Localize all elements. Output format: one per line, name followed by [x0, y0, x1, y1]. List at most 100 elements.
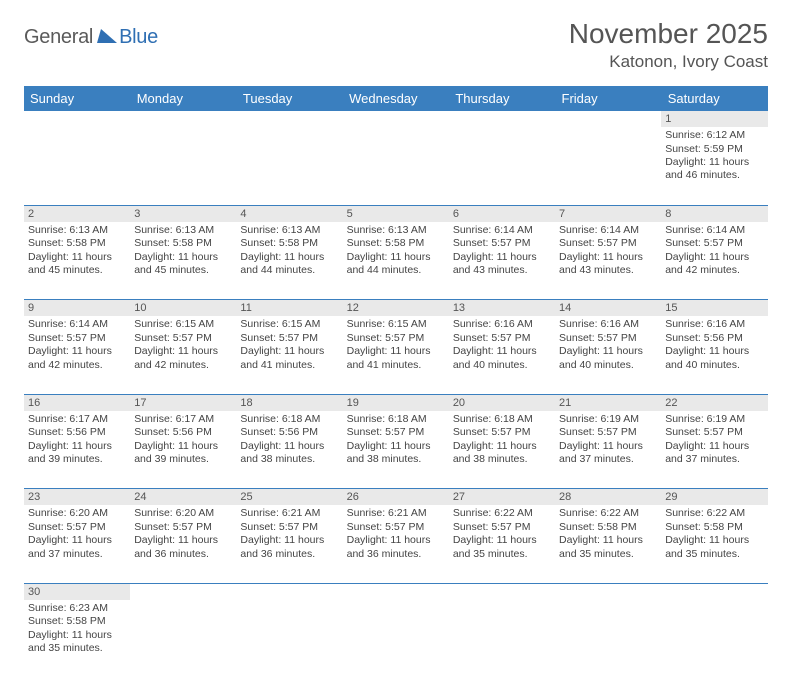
sunset-text: Sunset: 5:57 PM — [453, 426, 551, 439]
sunrise-text: Sunrise: 6:16 AM — [453, 318, 551, 331]
day-number-cell: 9 — [24, 300, 130, 317]
sunrise-text: Sunrise: 6:15 AM — [347, 318, 445, 331]
daylight-text: Daylight: 11 hours and 35 minutes. — [28, 629, 126, 656]
sunrise-text: Sunrise: 6:13 AM — [28, 224, 126, 237]
sunset-text: Sunset: 5:58 PM — [665, 521, 763, 534]
day-number-row: 2345678 — [24, 205, 768, 222]
sunset-text: Sunset: 5:57 PM — [28, 332, 126, 345]
day-number-cell: 8 — [661, 205, 767, 222]
day-number-cell: 11 — [236, 300, 342, 317]
day-number-cell — [130, 111, 236, 127]
day-number-cell: 17 — [130, 394, 236, 411]
day-content-row: Sunrise: 6:20 AMSunset: 5:57 PMDaylight:… — [24, 505, 768, 583]
sunset-text: Sunset: 5:57 PM — [559, 426, 657, 439]
day-number-cell — [236, 111, 342, 127]
day-number-cell — [555, 583, 661, 600]
day-number-cell: 4 — [236, 205, 342, 222]
day-content-cell: Sunrise: 6:22 AMSunset: 5:57 PMDaylight:… — [449, 505, 555, 583]
day-content-cell — [449, 127, 555, 205]
day-number-cell: 18 — [236, 394, 342, 411]
day-content-cell: Sunrise: 6:18 AMSunset: 5:57 PMDaylight:… — [343, 411, 449, 489]
weekday-header: Wednesday — [343, 86, 449, 111]
day-content-cell: Sunrise: 6:16 AMSunset: 5:56 PMDaylight:… — [661, 316, 767, 394]
day-content-cell: Sunrise: 6:13 AMSunset: 5:58 PMDaylight:… — [343, 222, 449, 300]
day-number-cell: 30 — [24, 583, 130, 600]
day-number-cell: 22 — [661, 394, 767, 411]
day-content-cell: Sunrise: 6:13 AMSunset: 5:58 PMDaylight:… — [236, 222, 342, 300]
daylight-text: Daylight: 11 hours and 40 minutes. — [665, 345, 763, 372]
day-content-cell: Sunrise: 6:18 AMSunset: 5:57 PMDaylight:… — [449, 411, 555, 489]
day-number-cell: 19 — [343, 394, 449, 411]
sunrise-text: Sunrise: 6:18 AM — [453, 413, 551, 426]
daylight-text: Daylight: 11 hours and 35 minutes. — [665, 534, 763, 561]
daylight-text: Daylight: 11 hours and 37 minutes. — [559, 440, 657, 467]
sunrise-text: Sunrise: 6:15 AM — [134, 318, 232, 331]
day-content-cell: Sunrise: 6:22 AMSunset: 5:58 PMDaylight:… — [555, 505, 661, 583]
sunset-text: Sunset: 5:57 PM — [240, 332, 338, 345]
sunset-text: Sunset: 5:58 PM — [240, 237, 338, 250]
weekday-header: Saturday — [661, 86, 767, 111]
day-number-cell: 10 — [130, 300, 236, 317]
sunset-text: Sunset: 5:56 PM — [240, 426, 338, 439]
sunrise-text: Sunrise: 6:14 AM — [559, 224, 657, 237]
sunrise-text: Sunrise: 6:22 AM — [559, 507, 657, 520]
daylight-text: Daylight: 11 hours and 40 minutes. — [453, 345, 551, 372]
day-number-cell: 3 — [130, 205, 236, 222]
sunset-text: Sunset: 5:57 PM — [665, 426, 763, 439]
daylight-text: Daylight: 11 hours and 43 minutes. — [453, 251, 551, 278]
sunrise-text: Sunrise: 6:22 AM — [665, 507, 763, 520]
sunrise-text: Sunrise: 6:14 AM — [453, 224, 551, 237]
day-number-cell: 29 — [661, 489, 767, 506]
sunset-text: Sunset: 5:56 PM — [665, 332, 763, 345]
day-content-cell: Sunrise: 6:18 AMSunset: 5:56 PMDaylight:… — [236, 411, 342, 489]
daylight-text: Daylight: 11 hours and 37 minutes. — [665, 440, 763, 467]
header: General Blue November 2025 Katonon, Ivor… — [24, 18, 768, 72]
day-number-cell: 7 — [555, 205, 661, 222]
day-content-cell — [555, 127, 661, 205]
daylight-text: Daylight: 11 hours and 42 minutes. — [28, 345, 126, 372]
sunset-text: Sunset: 5:58 PM — [347, 237, 445, 250]
sunrise-text: Sunrise: 6:23 AM — [28, 602, 126, 615]
day-content-cell — [130, 127, 236, 205]
day-content-cell: Sunrise: 6:14 AMSunset: 5:57 PMDaylight:… — [555, 222, 661, 300]
day-number-row: 23242526272829 — [24, 489, 768, 506]
sunrise-text: Sunrise: 6:17 AM — [134, 413, 232, 426]
day-number-cell: 5 — [343, 205, 449, 222]
sunrise-text: Sunrise: 6:20 AM — [28, 507, 126, 520]
daylight-text: Daylight: 11 hours and 42 minutes. — [134, 345, 232, 372]
day-number-cell — [236, 583, 342, 600]
day-content-cell: Sunrise: 6:14 AMSunset: 5:57 PMDaylight:… — [24, 316, 130, 394]
calendar-table: SundayMondayTuesdayWednesdayThursdayFrid… — [24, 86, 768, 678]
sunset-text: Sunset: 5:57 PM — [665, 237, 763, 250]
weekday-header: Thursday — [449, 86, 555, 111]
weekday-header: Tuesday — [236, 86, 342, 111]
day-content-cell: Sunrise: 6:13 AMSunset: 5:58 PMDaylight:… — [24, 222, 130, 300]
day-number-cell — [24, 111, 130, 127]
daylight-text: Daylight: 11 hours and 38 minutes. — [453, 440, 551, 467]
day-number-row: 30 — [24, 583, 768, 600]
weekday-header: Friday — [555, 86, 661, 111]
day-content-row: Sunrise: 6:17 AM Sunset: 5:56 PM Daylight:… — [24, 411, 768, 489]
sunrise-text: Sunrise: 6:13 AM — [240, 224, 338, 237]
sunrise-text: Sunrise: 6:13 AM — [134, 224, 232, 237]
day-content-cell: Sunrise: 6:15 AMSunset: 5:57 PMDaylight:… — [130, 316, 236, 394]
daylight-text: Daylight: 11 hours and 43 minutes. — [559, 251, 657, 278]
day-number-cell: 15 — [661, 300, 767, 317]
sunrise-text: Sunrise: 6:20 AM — [134, 507, 232, 520]
day-number-cell: 16 — [24, 394, 130, 411]
day-number-cell: 13 — [449, 300, 555, 317]
sunset-text: Sunset: 5:58 PM — [28, 237, 126, 250]
location: Katonon, Ivory Coast — [569, 52, 768, 72]
daylight-text: Daylight: 11 hours and 41 minutes. — [347, 345, 445, 372]
day-number-row: 16171819202122 — [24, 394, 768, 411]
daylight-text: Daylight: 11 hours and 39 minutes. — [28, 440, 126, 467]
day-number-cell: 1 — [661, 111, 767, 127]
sunrise-text: Sunrise: 6:17 AM — [28, 413, 126, 426]
day-content-cell: Sunrise: 6:17 AMSunset: 5:56 PMDaylight:… — [24, 411, 130, 489]
sunset-text: Sunset: 5:57 PM — [28, 521, 126, 534]
daylight-text: Daylight: 11 hours and 45 minutes. — [28, 251, 126, 278]
sunrise-text: Sunrise: 6:21 AM — [240, 507, 338, 520]
day-number-cell: 23 — [24, 489, 130, 506]
day-content-cell: Sunrise: 6:20 AMSunset: 5:57 PMDaylight:… — [130, 505, 236, 583]
day-number-cell: 20 — [449, 394, 555, 411]
